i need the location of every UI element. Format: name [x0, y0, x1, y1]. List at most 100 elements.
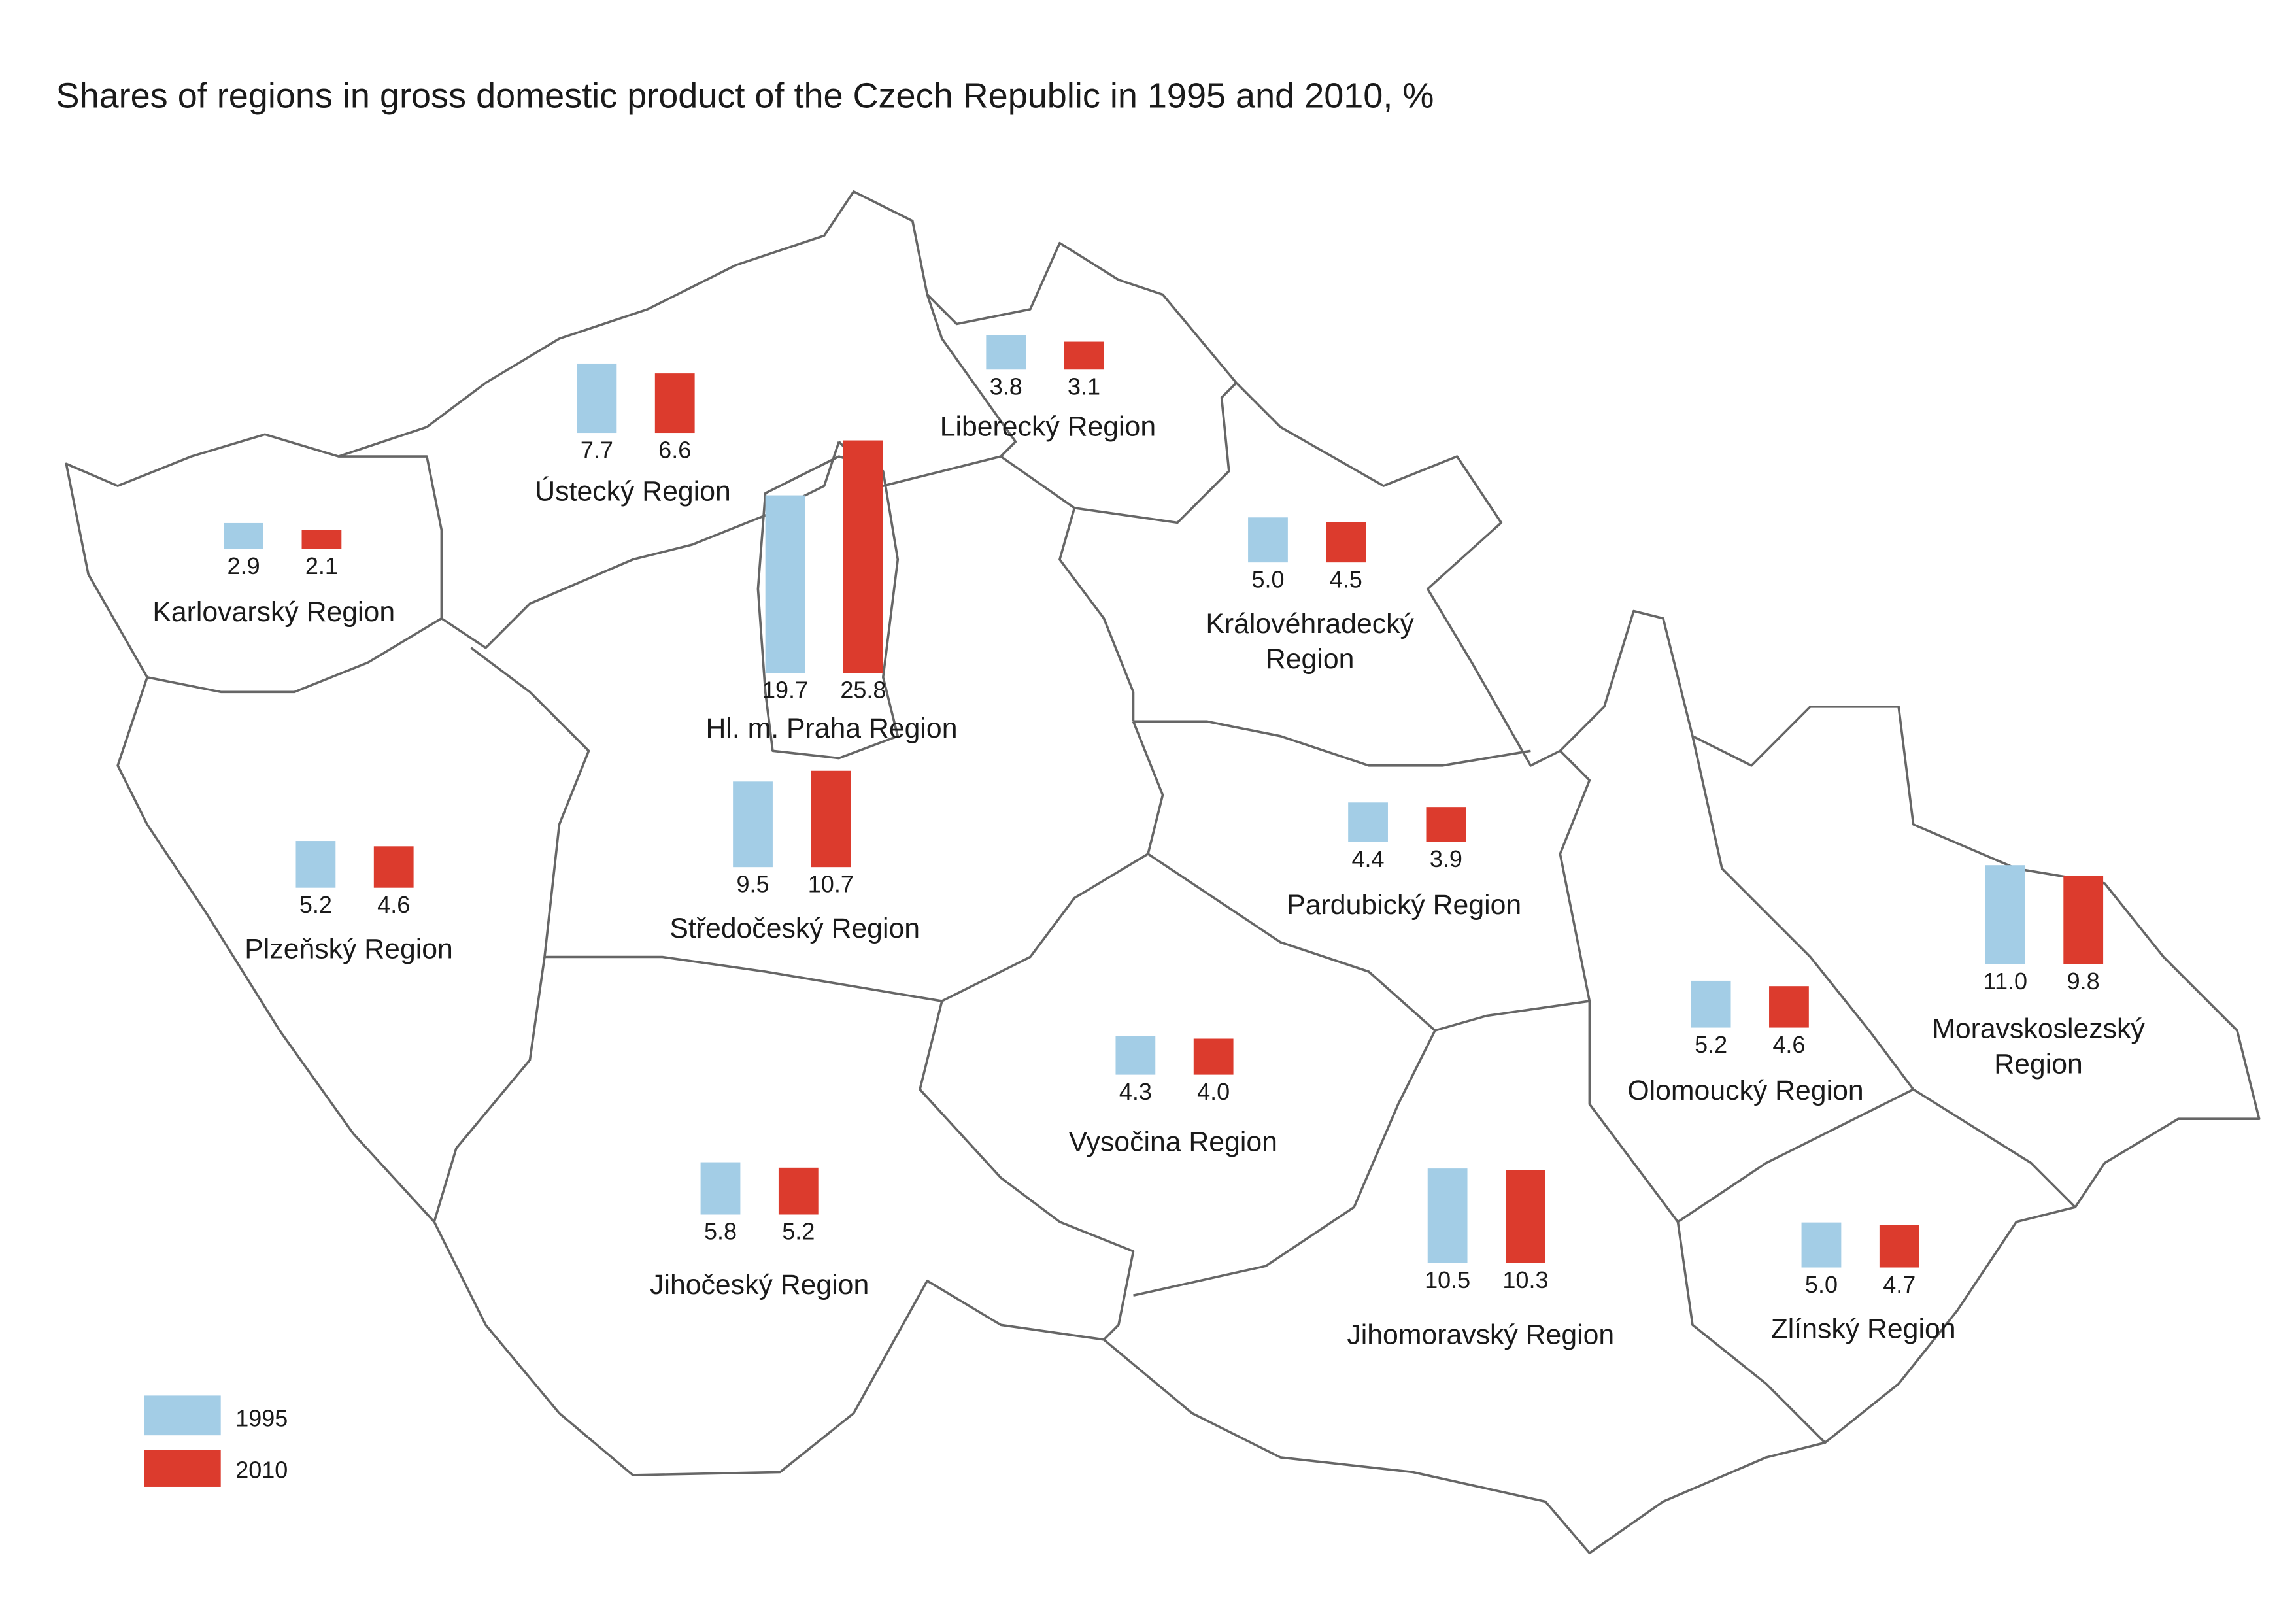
- bar-2010: [1326, 522, 1366, 563]
- region-name: Jihočeský Region: [650, 1269, 869, 1300]
- bar-2010: [1879, 1225, 1919, 1268]
- value-label-2010: 5.2: [782, 1218, 815, 1245]
- region-group: 7.7 6.6 Ústecký Region: [535, 363, 731, 507]
- bar-2010: [843, 440, 883, 673]
- border-karlovarsky: [146, 455, 443, 694]
- value-label-2010: 4.0: [1197, 1078, 1230, 1105]
- value-label-2010: 4.6: [377, 891, 410, 918]
- value-label-1995: 10.5: [1425, 1266, 1470, 1293]
- region-name: Pardubický Region: [1287, 889, 1521, 921]
- value-label-2010: 4.6: [1772, 1031, 1805, 1058]
- legend-swatch-1995: [144, 1395, 221, 1436]
- region-group: 19.7 25.8 Hl. m. Praha Region: [705, 440, 958, 744]
- region-name: Královéhradecký: [1206, 608, 1414, 639]
- legend: 1995 2010: [144, 1395, 288, 1487]
- bar-1995: [765, 495, 805, 673]
- border-liberecky-kralovehradecky: [1000, 382, 1238, 524]
- region-borders: [65, 190, 2261, 1555]
- border-zlinsky: [1676, 1088, 2076, 1444]
- bar-1995: [224, 522, 263, 549]
- border-pardubicky-east: [1434, 750, 1591, 1032]
- region-name: Plzeňský Region: [245, 934, 453, 965]
- region-group: 9.5 10.7 Středočeský Region: [669, 770, 920, 944]
- value-label-2010: 9.8: [2067, 968, 2100, 994]
- region-group: 5.0 4.5 Královéhradecký Region: [1206, 517, 1415, 675]
- border-olomoucky: [1588, 736, 1915, 1223]
- region-name: Ústecký Region: [535, 476, 730, 507]
- bar-2010: [1769, 986, 1809, 1028]
- region-bar-groups: 2.9 2.1 Karlovarský Region 7.7 6.6 Ústecký Re…: [152, 335, 2145, 1351]
- value-label-1995: 5.8: [704, 1218, 737, 1245]
- map-title: Shares of regions in gross domestic prod…: [56, 76, 1434, 116]
- bar-2010: [1426, 807, 1466, 842]
- region-name: Hl. m. Praha Region: [705, 713, 957, 744]
- bar-1995: [295, 841, 336, 888]
- region-group: 10.5 10.3 Jihomoravský Region: [1347, 1168, 1614, 1351]
- value-label-2010: 4.7: [1883, 1271, 1916, 1298]
- legend-label-2010: 2010: [235, 1456, 288, 1483]
- bar-1995: [700, 1162, 741, 1215]
- value-label-2010: 10.7: [808, 870, 854, 897]
- region-group: 5.8 5.2 Jihočeský Region: [650, 1162, 869, 1300]
- border-stredocesky-kralovehradecky: [1058, 507, 1135, 722]
- legend-swatch-2010: [144, 1450, 221, 1487]
- value-label-2010: 6.6: [658, 436, 691, 463]
- bar-2010: [778, 1167, 819, 1215]
- border-ustecky-stredocesky: [441, 441, 840, 649]
- value-label-2010: 2.1: [305, 552, 338, 579]
- region-group: 4.4 3.9 Pardubický Region: [1287, 802, 1521, 921]
- bar-2010: [1193, 1038, 1234, 1075]
- value-label-2010: 3.1: [1068, 373, 1100, 400]
- region-name: Region: [1266, 643, 1355, 675]
- border-stredocesky-south: [544, 721, 1164, 1002]
- bar-2010: [2063, 876, 2104, 964]
- bar-1995: [1248, 517, 1288, 563]
- border-vysocina: [919, 853, 1436, 1341]
- region-group: 5.2 4.6 Plzeňský Region: [245, 841, 453, 965]
- region-group: 3.8 3.1 Liberecký Region: [940, 335, 1156, 443]
- value-label-2010: 4.5: [1330, 566, 1362, 592]
- bar-2010: [373, 846, 414, 888]
- region-name: Středočeský Region: [669, 913, 920, 944]
- value-label-1995: 19.7: [762, 676, 808, 703]
- value-label-1995: 4.4: [1352, 845, 1385, 872]
- border-kralovehradecky-pardubicky: [1133, 720, 1531, 767]
- value-label-1995: 5.2: [1695, 1031, 1727, 1058]
- value-label-1995: 11.0: [1984, 968, 2027, 994]
- bar-1995: [733, 781, 773, 868]
- value-label-1995: 4.3: [1119, 1078, 1152, 1105]
- bar-2010: [301, 530, 342, 549]
- region-name: Vysočina Region: [1069, 1127, 1277, 1158]
- region-name: Jihomoravský Region: [1347, 1319, 1614, 1351]
- region-group: 4.3 4.0 Vysočina Region: [1069, 1036, 1277, 1158]
- value-label-1995: 5.0: [1251, 566, 1284, 592]
- bar-1995: [1985, 865, 2025, 964]
- region-group: 5.2 4.6 Olomoucký Region: [1627, 980, 1864, 1106]
- country-outline: [65, 190, 2261, 1555]
- bar-1995: [1427, 1168, 1468, 1263]
- region-name: Liberecký Region: [940, 411, 1156, 443]
- legend-label-1995: 1995: [235, 1405, 288, 1432]
- region-name: Moravskoslezský: [1932, 1013, 2145, 1044]
- value-label-1995: 2.9: [228, 552, 260, 579]
- value-label-2010: 25.8: [840, 676, 886, 703]
- value-label-1995: 5.0: [1805, 1271, 1838, 1298]
- value-label-1995: 5.2: [299, 891, 332, 918]
- bar-2010: [811, 770, 851, 868]
- region-name: Region: [1994, 1048, 2083, 1080]
- bar-1995: [986, 335, 1026, 370]
- bar-2010: [1064, 341, 1104, 370]
- region-group: 5.0 4.7 Zlínský Region: [1771, 1222, 1956, 1345]
- value-label-2010: 10.3: [1502, 1266, 1548, 1293]
- bar-1995: [1801, 1222, 1842, 1268]
- value-label-1995: 9.5: [736, 870, 769, 897]
- region-name: Olomoucký Region: [1627, 1075, 1863, 1106]
- bar-1995: [1691, 980, 1731, 1028]
- bar-2010: [654, 373, 695, 434]
- bar-1995: [1115, 1036, 1156, 1075]
- region-name: Zlínský Region: [1771, 1314, 1956, 1345]
- bar-1995: [1348, 802, 1388, 842]
- value-label-1995: 7.7: [581, 436, 613, 463]
- bar-1995: [577, 363, 617, 434]
